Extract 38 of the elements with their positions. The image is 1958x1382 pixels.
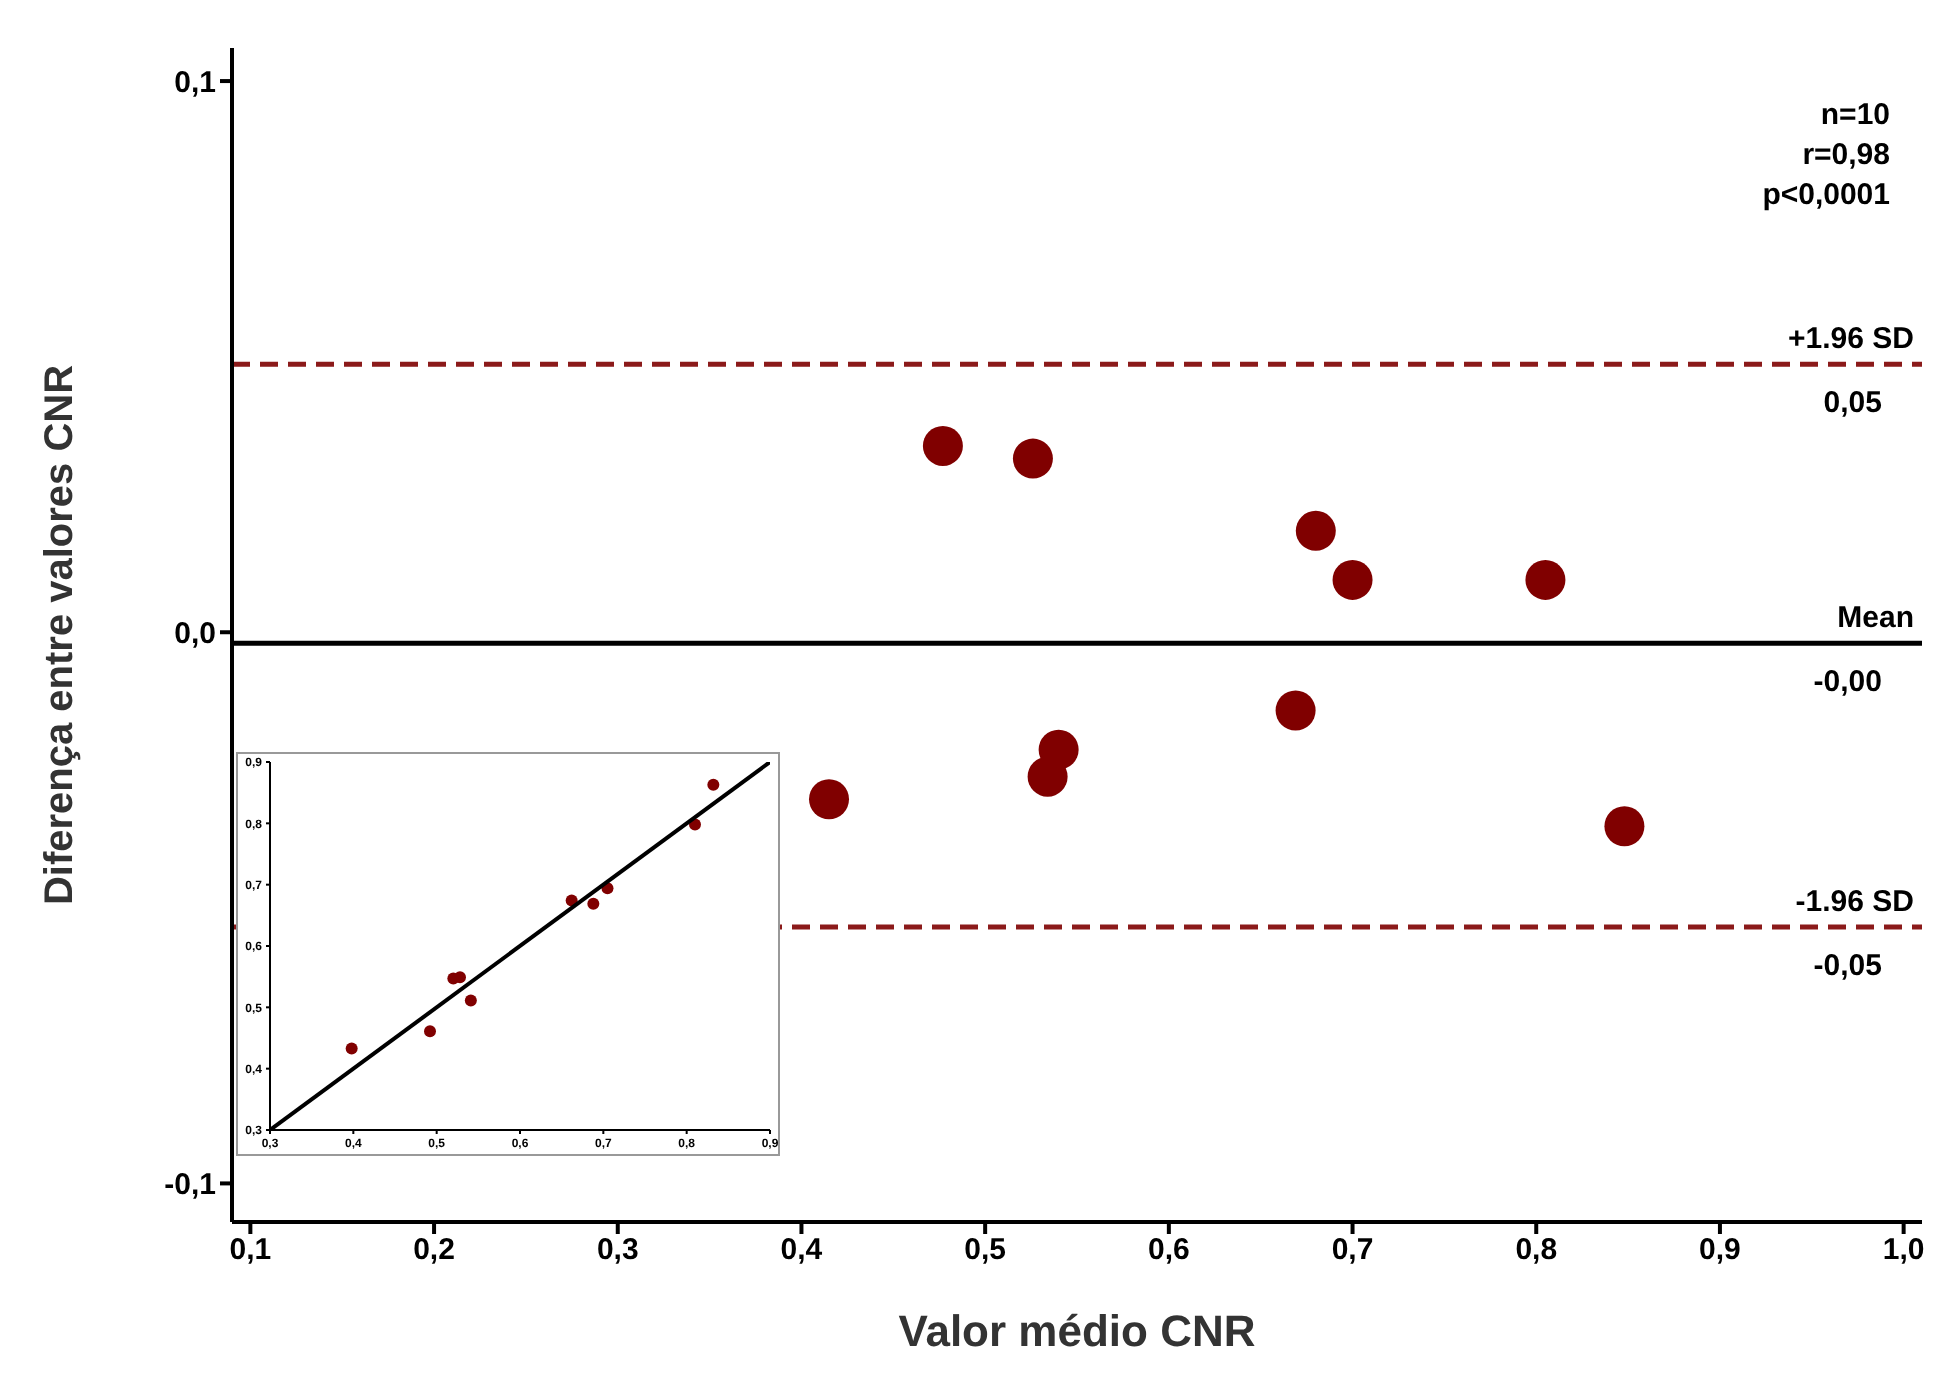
point xyxy=(1012,438,1053,479)
point xyxy=(1275,690,1316,731)
annotation: -0,00 xyxy=(1813,665,1882,700)
annotation: n=10 xyxy=(1818,96,1890,136)
x-tick-label: 0,6 xyxy=(1147,1233,1190,1268)
x-tick-label: 1,0 xyxy=(1882,1233,1925,1268)
x-tick-label: 0,7 xyxy=(1331,1233,1374,1268)
x-tick-label: 0,3 xyxy=(596,1233,639,1268)
point xyxy=(707,778,720,791)
point xyxy=(464,994,477,1007)
y-tick-label: 0,1 xyxy=(174,65,216,100)
x-tick-label: 0,8 xyxy=(1515,1233,1558,1268)
point xyxy=(345,1042,358,1055)
point xyxy=(454,971,466,984)
point xyxy=(1332,559,1373,600)
ref-line-label: Mean xyxy=(1837,601,1914,636)
annotation: p<0,0001 xyxy=(1762,176,1890,216)
x-axis-title: Valor médio CNR xyxy=(898,1306,1256,1356)
point xyxy=(1525,559,1566,600)
point xyxy=(587,897,600,910)
y-tick-label: 0,0 xyxy=(174,616,216,651)
point xyxy=(1295,510,1336,551)
point xyxy=(809,779,850,820)
ref-line-label: -1.96 SD xyxy=(1795,885,1915,920)
x-tick-label: 0,2 xyxy=(413,1233,455,1268)
annotation: -0,05 xyxy=(1813,949,1882,984)
point xyxy=(1027,756,1068,797)
x-tick-label: 0,4 xyxy=(780,1233,824,1268)
point xyxy=(922,425,963,466)
point xyxy=(424,1025,436,1038)
ref-line-label: +1.96 SD xyxy=(1788,322,1915,357)
annotation: r=0,98 xyxy=(1800,136,1890,176)
x-tick-label: 0,9 xyxy=(1699,1233,1741,1268)
point xyxy=(1604,806,1645,847)
y-tick-label: -0,1 xyxy=(164,1168,216,1203)
y-axis-title: Diferença entre valores CNR xyxy=(38,363,82,906)
annotation: 0,05 xyxy=(1823,386,1882,421)
x-tick-label: 0,5 xyxy=(964,1233,1007,1268)
